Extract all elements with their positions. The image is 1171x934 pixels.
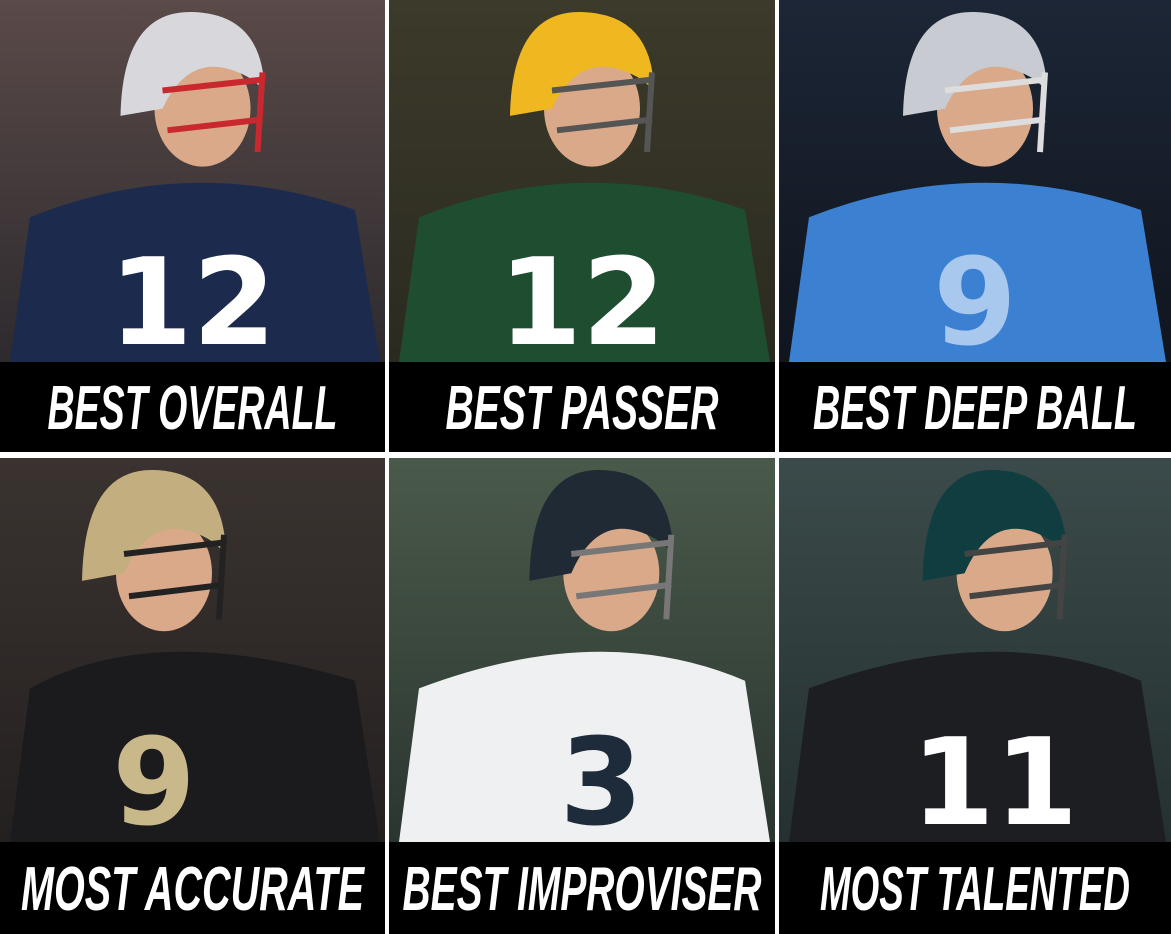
caption-bar — [779, 842, 1171, 934]
photo: 3 — [389, 458, 775, 853]
helmet — [529, 469, 674, 581]
caption-bar — [779, 362, 1171, 452]
facemask — [123, 534, 227, 620]
jersey — [399, 182, 770, 362]
caption-bar — [0, 842, 385, 934]
caption: BEST PASSER — [446, 374, 719, 443]
caption: MOST TALENTED — [820, 855, 1130, 924]
facemask — [570, 534, 675, 620]
caption-bar — [389, 362, 775, 452]
jersey — [399, 651, 770, 842]
caption-bar — [0, 362, 385, 452]
facemask — [162, 72, 266, 153]
photo: 12 — [0, 0, 385, 373]
jersey-number: 9 — [112, 714, 196, 853]
helmet — [120, 11, 265, 116]
photo: 12 — [389, 0, 775, 373]
jersey — [789, 651, 1166, 842]
jersey — [789, 182, 1166, 362]
caption: MOST ACCURATE — [21, 855, 365, 924]
facemask — [964, 534, 1068, 620]
facemask — [551, 72, 655, 153]
helmet — [82, 469, 226, 581]
caption: BEST OVERALL — [48, 374, 338, 443]
jersey-number: 11 — [911, 714, 1078, 853]
helmet — [903, 11, 1047, 116]
photo: 9 — [779, 0, 1171, 373]
jersey-number: 12 — [499, 234, 666, 373]
jersey-number: 9 — [933, 234, 1017, 373]
jersey-number: 3 — [560, 714, 644, 853]
caption: BEST DEEP BALL — [813, 374, 1137, 443]
photo: 9 — [0, 458, 385, 853]
helmet — [510, 11, 654, 116]
photo: 11 — [779, 458, 1171, 853]
caption-bar — [389, 842, 775, 934]
jersey — [10, 651, 380, 842]
facemask — [944, 72, 1048, 153]
jersey — [10, 182, 380, 362]
caption: BEST IMPROVISER — [403, 855, 762, 924]
jersey-number: 12 — [109, 234, 276, 373]
helmet — [922, 469, 1067, 581]
